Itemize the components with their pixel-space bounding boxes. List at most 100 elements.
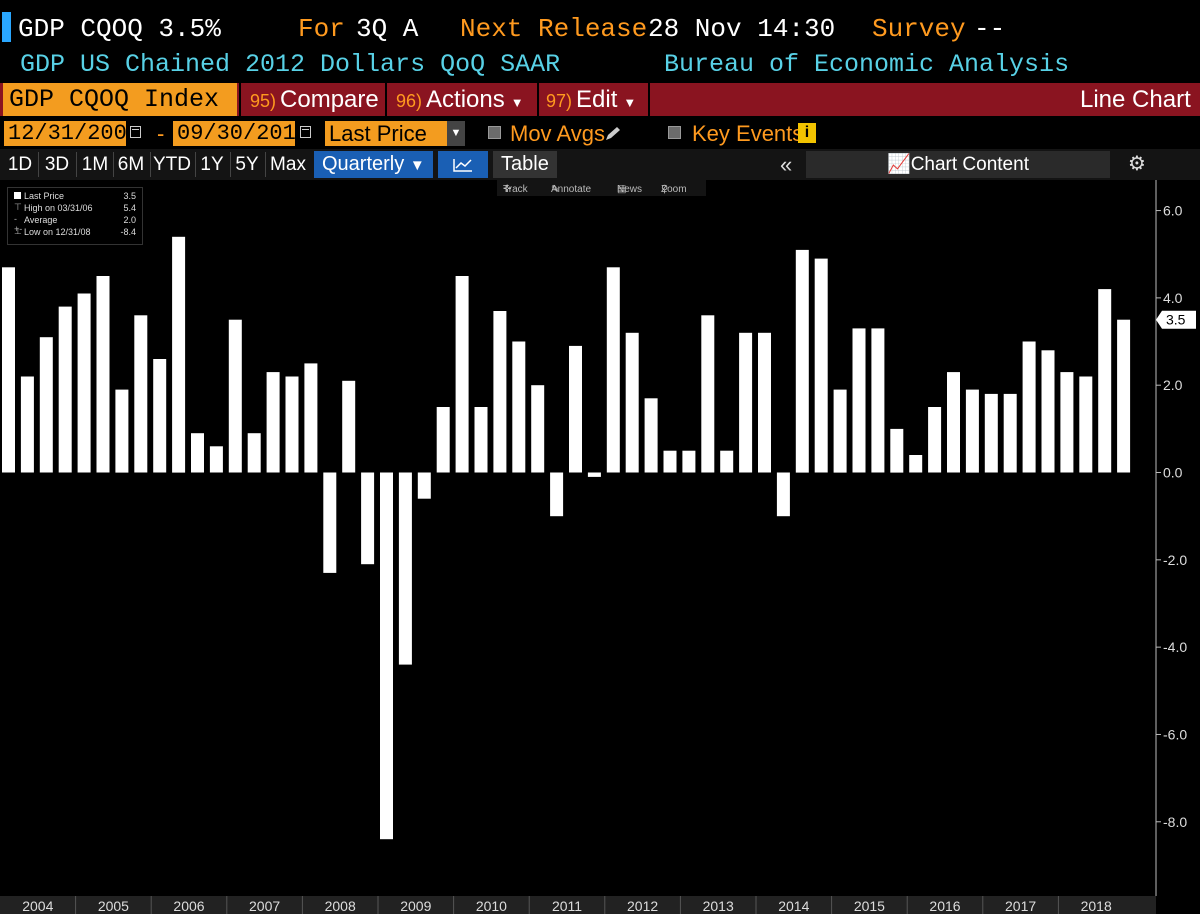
legend-value: -8.4	[120, 227, 136, 237]
range-3d[interactable]: 3D	[44, 154, 70, 175]
low-marker-icon: ⊥	[14, 226, 22, 236]
bar	[531, 385, 545, 473]
bar	[20, 376, 34, 473]
bar	[58, 306, 72, 473]
bar	[398, 472, 412, 665]
chart-legend[interactable]: Last Price 3.5 ⊤ High on 03/31/06 5.4 -+…	[7, 187, 143, 245]
range-max[interactable]: Max	[270, 154, 306, 175]
y-tick-label: -6.0	[1163, 726, 1187, 742]
mov-avgs-label[interactable]: Mov Avgs	[510, 121, 605, 146]
y-tick-label: -4.0	[1163, 639, 1187, 655]
magnifier-icon: ⚲	[661, 184, 669, 195]
gear-icon[interactable]: ⚙	[1128, 153, 1146, 175]
mov-avgs-checkbox[interactable]	[488, 126, 501, 139]
edit-button[interactable]: 97) Edit ▼	[546, 83, 636, 116]
periodicity-label: Quarterly	[322, 153, 405, 175]
range-ytd[interactable]: YTD	[153, 154, 191, 175]
range-separator	[195, 152, 196, 177]
bar	[209, 446, 223, 473]
x-tick-label: 2005	[98, 898, 129, 914]
chart-type-label[interactable]: Line Chart	[1080, 86, 1191, 113]
legend-label: Low on 12/31/08	[24, 227, 91, 237]
bar	[285, 376, 299, 473]
bar	[1003, 393, 1017, 473]
legend-label: Last Price	[24, 191, 65, 201]
data-source: Bureau of Economic Analysis	[664, 50, 1070, 79]
bar	[228, 319, 242, 473]
range-6m[interactable]: 6M	[117, 154, 145, 175]
y-tick-label: 2.0	[1163, 377, 1183, 393]
x-tick-label: 2014	[778, 898, 809, 914]
track-label: Track	[503, 184, 528, 195]
bar	[644, 398, 658, 473]
range-1m[interactable]: 1M	[81, 154, 109, 175]
pencil-icon[interactable]	[604, 126, 622, 142]
calendar-icon[interactable]	[300, 126, 311, 138]
info-icon[interactable]: i	[798, 123, 816, 143]
bar	[871, 328, 885, 473]
header-marker	[2, 12, 11, 42]
legend-value: 5.4	[123, 203, 136, 213]
calendar-icon[interactable]	[130, 126, 141, 138]
high-marker-icon: ⊤	[14, 202, 22, 212]
chevron-down-icon[interactable]: ▼	[447, 121, 465, 146]
annotate-label: Annotate	[551, 184, 592, 195]
table-button[interactable]: Table	[493, 151, 557, 178]
last-value-box	[1156, 310, 1196, 329]
bar-series	[2, 236, 1131, 840]
field-select[interactable]: Last Price	[325, 121, 447, 146]
start-date-input[interactable]: 12/31/2003	[4, 121, 140, 146]
x-tick-label: 2008	[325, 898, 356, 914]
legend-swatch	[14, 192, 21, 199]
end-date-input[interactable]: 09/30/2018	[173, 121, 309, 146]
y-tick-label: -2.0	[1163, 552, 1187, 568]
bar	[1117, 319, 1131, 473]
bar	[77, 293, 91, 473]
x-tick-label: 2016	[929, 898, 960, 914]
chart-content-button[interactable]: 📈Chart Content	[806, 151, 1110, 178]
bar	[720, 450, 734, 473]
bar	[965, 389, 979, 473]
security-description-row: GDP US Chained 2012 Dollars QoQ SAAR Bur…	[0, 46, 1200, 82]
bar	[587, 472, 601, 477]
last-value-label: 3.5	[1166, 312, 1186, 328]
next-release-value: 28 Nov 14:30	[648, 14, 836, 44]
bar	[380, 472, 393, 840]
line-chart-button[interactable]	[438, 151, 488, 178]
collapse-icon[interactable]: «	[780, 152, 793, 177]
toolbar-separator	[648, 83, 650, 116]
bar	[361, 472, 375, 565]
key-events-label[interactable]: Key Events	[692, 121, 804, 146]
bar	[134, 315, 148, 473]
compare-button[interactable]: 95) Compare	[250, 83, 379, 116]
legend-row-last-price: Last Price 3.5	[14, 191, 138, 202]
bar	[474, 407, 488, 473]
ticker-title: GDP CQOQ 3.5%	[18, 14, 221, 44]
function-toolbar: GDP CQOQ Index 95) Compare 96) Actions ▼ 97…	[0, 83, 1200, 116]
range-5y[interactable]: 5Y	[235, 154, 259, 175]
actions-num: 96)	[396, 91, 423, 111]
crosshair-icon: ✛	[503, 184, 512, 195]
bar	[758, 332, 771, 473]
range-separator	[230, 152, 231, 177]
security-description: GDP US Chained 2012 Dollars QoQ SAAR	[20, 50, 561, 79]
bar	[701, 315, 715, 473]
bar	[776, 472, 790, 517]
bar	[304, 363, 318, 473]
legend-label: High on 03/31/06	[24, 203, 93, 213]
bar	[512, 341, 526, 473]
ticker-input[interactable]: GDP CQOQ Index	[3, 83, 237, 116]
range-1d[interactable]: 1D	[7, 154, 33, 175]
bar	[833, 389, 847, 473]
date-range-row: 12/31/2003 - 09/30/2018 Last Price ▼ Mov…	[0, 118, 1200, 148]
periodicity-select[interactable]: Quarterly ▼	[314, 151, 433, 178]
actions-button[interactable]: 96) Actions ▼	[396, 83, 524, 116]
bar	[984, 393, 998, 473]
x-tick-label: 2017	[1005, 898, 1036, 914]
bar	[247, 433, 261, 473]
security-header: GDP CQOQ 3.5% For 3Q A Next Release 28 N…	[0, 8, 1200, 46]
key-events-checkbox[interactable]	[668, 126, 681, 139]
average-marker-icon: -+-	[14, 214, 23, 234]
bar	[191, 433, 204, 473]
range-1y[interactable]: 1Y	[200, 154, 224, 175]
